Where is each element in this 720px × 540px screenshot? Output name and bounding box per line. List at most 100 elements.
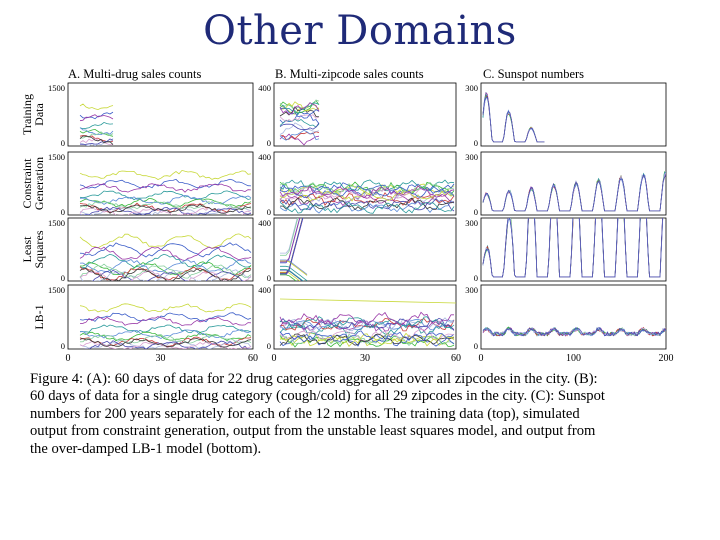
y-tick-label: 0 [474,341,478,351]
caption-line: the over-damped LB-1 model (bottom). [30,440,262,457]
series-line [279,332,455,347]
y-tick-label: 0 [267,138,271,148]
caption-line: Figure 4: (A): 60 days of data for 22 dr… [30,371,598,387]
series-line [79,169,252,180]
series-line [279,101,320,112]
y-tick-label: 400 [258,83,271,93]
series-line [79,103,114,111]
series-line [280,271,301,281]
series-line [79,266,252,281]
y-tick-label: 400 [258,152,271,162]
series-line [79,269,252,281]
series-line [279,311,454,326]
y-tick-label: 0 [61,273,65,283]
series-line [279,131,320,140]
series-line [79,316,252,327]
series-line [79,138,114,145]
column-title: C. Sunspot numbers [483,67,584,81]
series-line [79,183,252,193]
series-line [79,233,252,249]
series-line [79,246,252,262]
y-tick-label: 1500 [48,83,65,93]
series-line [279,198,455,212]
series-line [279,330,455,344]
series-line [279,316,455,329]
y-tick-label: 1500 [48,152,65,162]
column-title: B. Multi-zipcode sales counts [275,67,424,81]
series-line [279,185,455,199]
y-tick-label: 0 [61,207,65,217]
series-line [280,218,304,275]
x-tick-label: 200 [659,353,674,364]
y-tick-label: 0 [267,207,271,217]
series-line [279,118,320,128]
figure-4: A. Multi-drug sales counts B. Multi-zipco… [20,67,674,364]
series-line [79,200,252,210]
row-label: Generation [32,157,46,210]
series-line [280,274,297,281]
series-line [279,201,455,214]
series-line [280,260,308,276]
series-line [79,339,252,349]
plot-panel [273,82,457,147]
y-tick-label: 300 [465,83,478,93]
series-line [280,218,299,256]
x-tick-label: 30 [360,353,370,364]
row-label: Squares [32,230,46,268]
plot-panel [480,284,667,350]
series-line [279,189,455,203]
series-line [279,192,455,206]
series-line [279,122,320,130]
series-line [482,326,666,337]
series-line [79,178,252,189]
slide-title: Other Domains [203,8,517,54]
y-tick-label: 0 [474,138,478,148]
series-line [79,337,252,348]
series-line [79,128,114,137]
series-line [280,265,308,281]
y-tick-label: 0 [61,138,65,148]
series-line [79,259,252,273]
series-line [482,173,666,212]
plot-panel [480,82,667,147]
series-line [79,131,114,139]
y-tick-label: 400 [258,285,271,295]
series-line [280,218,301,263]
y-tick-label: 300 [465,218,478,228]
row-label: Constraint [20,158,34,209]
series-line [280,269,304,281]
series-line [279,102,320,115]
x-tick-label: 0 [479,353,484,364]
series-line [279,129,320,141]
series-line [79,135,114,145]
y-tick-label: 0 [474,273,478,283]
x-tick-label: 60 [248,353,258,364]
series-line [79,190,252,201]
y-tick-label: 300 [465,152,478,162]
plot-panel [273,217,457,282]
series-line [279,184,455,198]
caption-line: output from constraint generation, outpu… [30,423,596,440]
plot-panel [480,217,667,282]
series-line [79,263,252,279]
series-line [79,268,252,281]
series-line [279,114,320,122]
caption-line: numbers for 200 years separately for eac… [30,405,580,422]
series-line [79,114,114,122]
series-line [83,340,251,349]
y-tick-label: 0 [474,207,478,217]
y-tick-label: 1500 [48,285,65,295]
series-line [92,269,246,281]
series-line [79,324,252,334]
series-line [280,218,298,254]
series-line [279,122,320,135]
series-line [280,259,308,275]
series-line [79,242,252,258]
y-tick-label: 1500 [48,218,65,228]
plot-panel [480,151,667,216]
series-line [279,298,456,304]
series-line [79,334,252,344]
row-label: Data [32,103,46,126]
series-line [279,317,455,332]
series-line [79,303,252,313]
